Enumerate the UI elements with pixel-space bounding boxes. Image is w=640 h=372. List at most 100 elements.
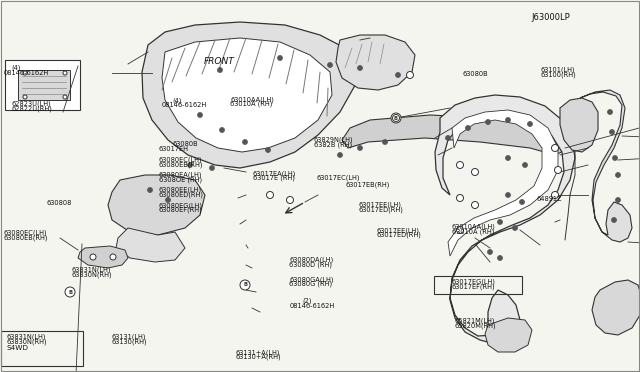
Text: J63000LP: J63000LP [531, 13, 570, 22]
Text: 63017EF(RH): 63017EF(RH) [452, 283, 495, 290]
Circle shape [445, 135, 451, 141]
Text: 64891Z: 64891Z [536, 196, 562, 202]
Circle shape [554, 167, 561, 173]
Text: 63080B: 63080B [173, 141, 198, 147]
Text: 63017EH: 63017EH [159, 146, 189, 152]
Polygon shape [342, 115, 570, 155]
Circle shape [209, 166, 214, 170]
Text: 63017EG(LH): 63017EG(LH) [452, 278, 496, 285]
Text: 63080EC(LH): 63080EC(LH) [3, 230, 47, 237]
Text: B: B [394, 115, 398, 121]
Circle shape [506, 118, 511, 122]
Circle shape [240, 280, 250, 290]
Circle shape [497, 256, 502, 260]
Circle shape [266, 192, 273, 199]
Text: 63010AA(LH): 63010AA(LH) [230, 96, 275, 103]
Text: 63100(RH): 63100(RH) [541, 71, 577, 78]
Text: 63080D (RH): 63080D (RH) [289, 261, 332, 268]
Circle shape [328, 62, 333, 67]
Text: 63010A (RH): 63010A (RH) [230, 101, 273, 108]
Circle shape [488, 250, 493, 254]
Text: 63131(LH): 63131(LH) [111, 333, 146, 340]
Text: 62822U(RH): 62822U(RH) [12, 106, 52, 112]
Text: 08146-6162H: 08146-6162H [161, 102, 207, 108]
Circle shape [396, 73, 401, 77]
Text: 65821M(LH): 65821M(LH) [454, 318, 495, 324]
Circle shape [456, 195, 463, 202]
Text: 65820M(RH): 65820M(RH) [454, 323, 496, 329]
Circle shape [218, 67, 223, 73]
Circle shape [266, 148, 271, 153]
Circle shape [278, 55, 282, 61]
Text: 63080EG(LH): 63080EG(LH) [159, 202, 203, 209]
Text: 63080EB(RH): 63080EB(RH) [159, 161, 204, 168]
Circle shape [65, 287, 75, 297]
Circle shape [90, 254, 96, 260]
Circle shape [612, 155, 618, 160]
Text: 63830N(RH): 63830N(RH) [6, 338, 47, 345]
Circle shape [147, 187, 152, 192]
Polygon shape [485, 318, 532, 352]
Circle shape [456, 227, 463, 234]
Text: (4): (4) [12, 64, 21, 71]
Text: 63080ED(RH): 63080ED(RH) [159, 192, 204, 198]
Circle shape [465, 125, 470, 131]
Text: 63080EA(LH): 63080EA(LH) [159, 171, 202, 178]
Circle shape [23, 95, 27, 99]
Text: 63831N(LH): 63831N(LH) [6, 333, 46, 340]
Text: 63080EC(LH): 63080EC(LH) [159, 156, 202, 163]
Text: 08146-6162H: 08146-6162H [289, 303, 335, 309]
Circle shape [110, 254, 116, 260]
Text: 63017EE(LH): 63017EE(LH) [358, 202, 401, 208]
Circle shape [472, 202, 479, 208]
Circle shape [63, 95, 67, 99]
Text: FRONT: FRONT [204, 57, 234, 66]
Circle shape [392, 115, 399, 122]
Text: 630808: 630808 [46, 201, 72, 206]
Polygon shape [560, 98, 598, 152]
Circle shape [611, 218, 616, 222]
Circle shape [383, 140, 387, 144]
Text: 63017E (RH): 63017E (RH) [253, 175, 295, 182]
Polygon shape [18, 70, 70, 100]
Bar [434, 276, 522, 294]
Circle shape [527, 122, 532, 126]
Polygon shape [448, 110, 558, 256]
Text: 08146-6162H: 08146-6162H [3, 70, 49, 76]
Circle shape [616, 173, 621, 177]
Polygon shape [580, 90, 632, 242]
Circle shape [520, 199, 525, 205]
Polygon shape [336, 35, 415, 90]
Text: B: B [243, 282, 247, 288]
Polygon shape [142, 22, 358, 168]
Circle shape [243, 140, 248, 144]
Circle shape [472, 169, 479, 176]
Text: 63829N(LH): 63829N(LH) [314, 137, 353, 144]
Text: 63101(LH): 63101(LH) [541, 66, 575, 73]
Polygon shape [435, 95, 575, 344]
Text: 63080EB(RH): 63080EB(RH) [3, 235, 48, 241]
Text: 63017EB(RH): 63017EB(RH) [346, 182, 390, 188]
Circle shape [198, 112, 202, 118]
Circle shape [552, 144, 559, 151]
Text: 63130(RH): 63130(RH) [111, 338, 147, 345]
Circle shape [616, 198, 621, 202]
Polygon shape [5, 60, 80, 110]
Circle shape [607, 109, 612, 115]
Circle shape [456, 161, 463, 169]
Text: 6382B (RH): 6382B (RH) [314, 142, 352, 148]
Text: 63080B: 63080B [462, 71, 488, 77]
Text: B: B [68, 289, 72, 295]
Circle shape [522, 163, 527, 167]
Circle shape [552, 192, 559, 199]
Circle shape [506, 192, 511, 198]
Text: (4): (4) [173, 97, 182, 104]
Polygon shape [108, 175, 205, 235]
Polygon shape [162, 38, 332, 152]
Bar [1, 331, 83, 366]
Text: 63017ED(RH): 63017ED(RH) [376, 232, 421, 238]
Polygon shape [78, 246, 128, 268]
Circle shape [506, 155, 511, 160]
Text: 63017EE(LH): 63017EE(LH) [376, 227, 419, 234]
Circle shape [166, 198, 170, 202]
